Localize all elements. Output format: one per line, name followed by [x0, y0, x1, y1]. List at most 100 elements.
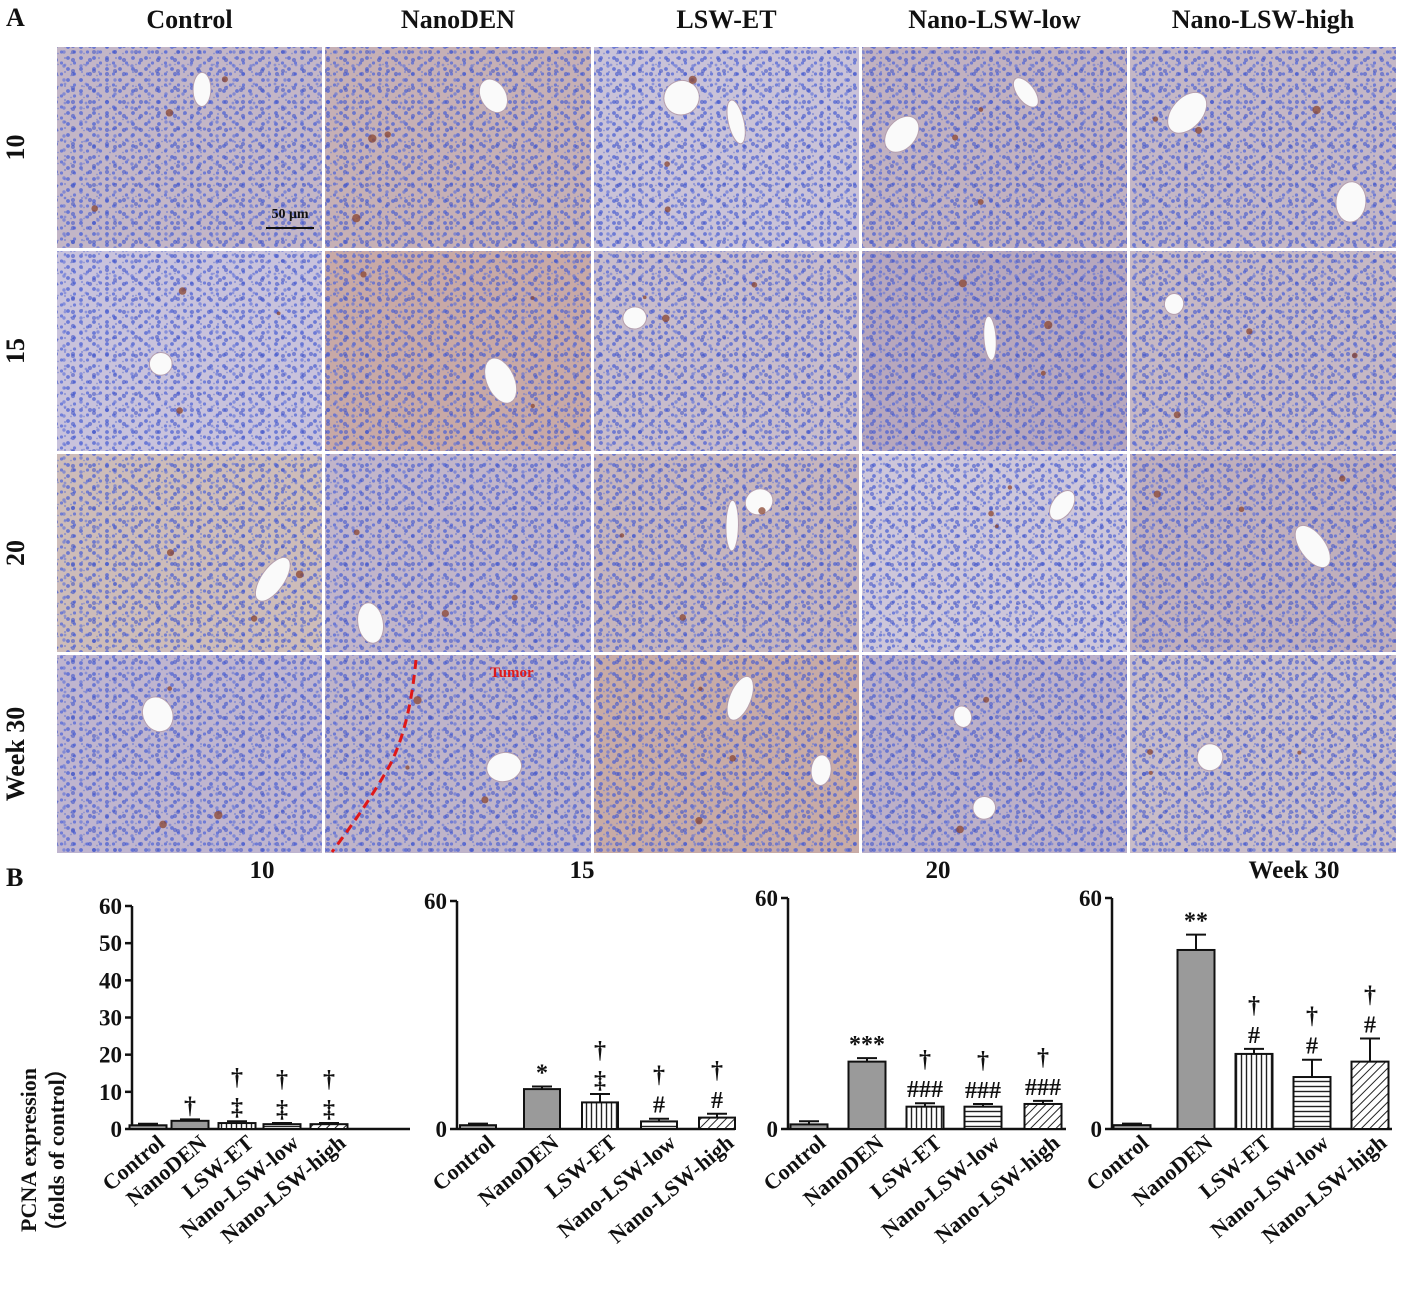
- y-tick-label: 0: [436, 1117, 448, 1142]
- bar-chart: 15060Control*NanoDEN‡†LSW-ET#†Nano-LSW-l…: [424, 857, 738, 1248]
- bar-chart: 20060Control***NanoDEN###†LSW-ET###†Nano…: [755, 857, 1066, 1248]
- significance-label: †: [1037, 1045, 1049, 1071]
- significance-label: †: [977, 1048, 989, 1074]
- histology-tile: [594, 47, 859, 248]
- pcna-bar-charts: B PCNA expression （folds of control） 10 0…: [6, 857, 1392, 1248]
- bar: [905, 1105, 945, 1130]
- y-axis-label-line1: PCNA expression: [16, 1068, 41, 1232]
- bar: [1350, 1060, 1390, 1130]
- histology-tile: [862, 47, 1127, 248]
- significance-label: ‡: [276, 1097, 288, 1123]
- y-axis-label-line2: （folds of control）: [44, 1057, 69, 1242]
- histology-tile: [57, 655, 322, 853]
- panel-a: Control NanoDEN LSW-ET Nano-LSW-low Nano-LSW…: [1, 3, 1396, 853]
- tumor-boundary-line: [330, 659, 418, 853]
- histology-tile: [325, 655, 591, 853]
- bar: [963, 1105, 1003, 1130]
- histology-tile: [862, 454, 1127, 652]
- bar: [523, 1088, 561, 1131]
- bar: [1023, 1102, 1063, 1131]
- histology-tile: [1130, 454, 1396, 652]
- y-tick-label: 20: [99, 1043, 122, 1068]
- chart-title: 15: [570, 860, 595, 884]
- y-tick-label: 10: [99, 1080, 122, 1105]
- significance-label: †: [276, 1067, 288, 1093]
- significance-label: †: [653, 1063, 665, 1089]
- chart-title: 10: [250, 860, 275, 884]
- histology-tile: [1130, 47, 1396, 248]
- bar: [217, 1122, 257, 1131]
- y-tick-label: 0: [111, 1117, 123, 1142]
- bar: [1234, 1052, 1274, 1130]
- significance-label: #: [1248, 1023, 1260, 1049]
- significance-label: †: [594, 1038, 606, 1064]
- significance-label: ###: [907, 1077, 943, 1103]
- bar: [1176, 948, 1216, 1130]
- scale-bar-label: 50 μm: [271, 207, 308, 222]
- chart-title: Week 30: [1249, 860, 1340, 884]
- y-tick-label: 0: [767, 1117, 779, 1142]
- tumor-label: Tumor: [490, 665, 534, 681]
- significance-label: ‡: [323, 1097, 335, 1123]
- significance-label: †: [711, 1058, 723, 1084]
- significance-label: #: [1306, 1034, 1318, 1060]
- significance-label: ‡: [594, 1068, 606, 1094]
- panel-b-label: B: [6, 863, 23, 892]
- histology-tile: [594, 454, 859, 652]
- bar-chart: 100102030405060Control†NanoDEN‡†LSW-ET‡†…: [97, 857, 410, 1248]
- histology-tile: [1130, 655, 1396, 853]
- bar: [640, 1120, 678, 1130]
- y-tick-label: 40: [99, 968, 122, 993]
- histology-tile: [862, 655, 1127, 853]
- histology-tile: [57, 251, 322, 451]
- bar: [698, 1116, 736, 1131]
- column-header: NanoDEN: [401, 5, 515, 34]
- panel-b: B PCNA expression （folds of control） 10 0…: [0, 857, 1402, 1294]
- histology-grid: Control NanoDEN LSW-ET Nano-LSW-low Nano-LSW…: [1, 3, 1396, 853]
- histology-tile: [594, 655, 859, 853]
- bar: [1112, 1124, 1152, 1130]
- row-label: 15: [1, 338, 30, 364]
- histology-tile: [57, 47, 322, 248]
- significance-label: †: [1306, 1004, 1318, 1030]
- bar: [128, 1124, 168, 1130]
- histology-tile: [57, 454, 322, 652]
- bar: [170, 1119, 210, 1130]
- y-tick-label: 50: [99, 931, 122, 956]
- significance-label: †: [231, 1065, 243, 1091]
- significance-label: #: [711, 1088, 723, 1114]
- panel-a-label: A: [6, 3, 25, 32]
- significance-label: *: [536, 1060, 548, 1086]
- significance-label: †: [1248, 993, 1260, 1019]
- row-label: Week 30: [1, 707, 30, 802]
- y-tick-label: 60: [1079, 886, 1102, 911]
- bar: [262, 1123, 302, 1131]
- bar: [309, 1123, 349, 1131]
- histology-tile: [594, 251, 859, 451]
- bar-chart: Week 30060Control**NanoDEN#†LSW-ET#†Nano…: [1079, 857, 1392, 1248]
- significance-label: †: [919, 1047, 931, 1073]
- bar: [847, 1060, 887, 1130]
- bar: [789, 1123, 829, 1131]
- histology-tile: [325, 454, 591, 652]
- significance-label: ***: [849, 1032, 885, 1058]
- column-header: Nano-LSW-high: [1172, 5, 1355, 34]
- y-tick-label: 60: [755, 886, 778, 911]
- significance-label: ‡: [231, 1095, 243, 1121]
- bar: [459, 1124, 497, 1131]
- y-tick-label: 30: [99, 1006, 122, 1031]
- significance-label: #: [1364, 1013, 1376, 1039]
- significance-label: **: [1184, 909, 1208, 935]
- histology-tile: [325, 251, 591, 451]
- significance-label: ###: [1025, 1075, 1061, 1101]
- column-header: Control: [146, 5, 232, 34]
- significance-label: †: [184, 1093, 196, 1119]
- significance-label: †: [1364, 983, 1376, 1009]
- significance-label: #: [653, 1093, 665, 1119]
- histology-tile: [862, 251, 1127, 451]
- histology-tile: [325, 47, 591, 248]
- significance-label: ###: [965, 1078, 1001, 1104]
- column-header: Nano-LSW-low: [908, 5, 1081, 34]
- column-header: LSW-ET: [676, 5, 776, 34]
- y-tick-label: 60: [424, 889, 447, 914]
